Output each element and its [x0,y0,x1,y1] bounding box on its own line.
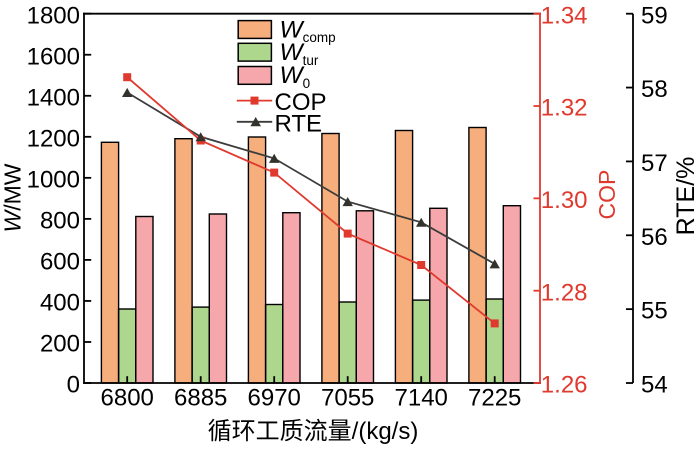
svg-text:W/MW: W/MW [0,163,26,232]
svg-text:0: 0 [67,372,80,399]
svg-text:600: 600 [40,249,80,276]
svg-text:COP: COP [275,89,327,116]
svg-text:58: 58 [641,76,668,103]
svg-text:7140: 7140 [395,385,448,412]
svg-text:COP: COP [594,170,620,220]
svg-text:1600: 1600 [27,43,80,70]
svg-text:1800: 1800 [27,2,80,29]
svg-text:56: 56 [641,224,668,251]
svg-text:1000: 1000 [27,167,80,194]
svg-text:6800: 6800 [101,385,154,412]
svg-text:1400: 1400 [27,84,80,111]
svg-text:57: 57 [641,150,668,177]
svg-text:59: 59 [641,2,668,29]
svg-text:1.30: 1.30 [541,187,588,214]
svg-text:400: 400 [40,290,80,317]
svg-text:800: 800 [40,208,80,235]
svg-text:1.34: 1.34 [541,2,588,29]
svg-text:1200: 1200 [27,126,80,153]
svg-text:6970: 6970 [248,385,301,412]
svg-text:RTE: RTE [275,110,323,137]
svg-text:RTE/%: RTE/% [672,157,700,236]
svg-text:7055: 7055 [321,385,374,412]
svg-text:1.26: 1.26 [541,372,588,399]
svg-text:1.32: 1.32 [541,95,588,122]
svg-text:55: 55 [641,298,668,325]
svg-text:W0: W0 [280,62,311,91]
svg-text:7225: 7225 [468,385,521,412]
svg-text:1.28: 1.28 [541,279,588,306]
svg-text:200: 200 [40,331,80,358]
svg-text:54: 54 [641,372,668,399]
svg-text:6885: 6885 [174,385,227,412]
svg-text:循环工质流量/(kg/s): 循环工质流量/(kg/s) [208,418,419,445]
